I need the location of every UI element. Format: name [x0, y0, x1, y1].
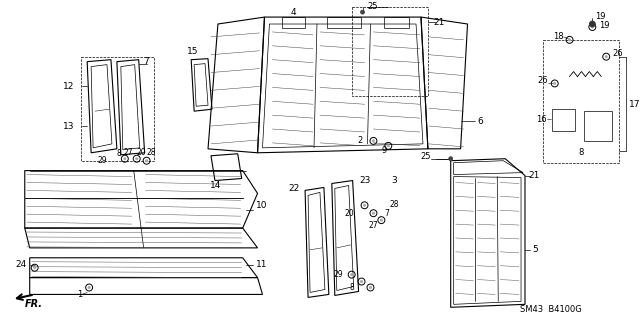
Text: 25: 25 — [367, 2, 378, 11]
Circle shape — [145, 159, 148, 162]
Circle shape — [387, 144, 390, 147]
Circle shape — [360, 280, 363, 283]
Circle shape — [605, 55, 608, 58]
Text: SM43  B4100G: SM43 B4100G — [520, 305, 582, 314]
Text: 3: 3 — [391, 176, 397, 185]
Text: 26: 26 — [537, 76, 548, 85]
Text: 24: 24 — [15, 260, 27, 269]
Circle shape — [449, 157, 452, 161]
Circle shape — [135, 157, 138, 160]
Text: 18: 18 — [553, 33, 564, 41]
Text: 23: 23 — [360, 176, 371, 185]
Circle shape — [33, 266, 36, 269]
Text: 21: 21 — [433, 18, 444, 26]
Circle shape — [88, 286, 91, 289]
Text: 27: 27 — [124, 148, 134, 157]
Text: 27: 27 — [369, 221, 378, 230]
Text: 7: 7 — [143, 57, 149, 66]
Text: 29: 29 — [97, 156, 107, 165]
Text: 15: 15 — [188, 47, 199, 56]
Text: 14: 14 — [211, 181, 221, 190]
Text: 26: 26 — [612, 49, 623, 58]
Circle shape — [568, 38, 571, 41]
Circle shape — [372, 139, 375, 143]
Text: 20: 20 — [137, 148, 147, 157]
Text: 2: 2 — [357, 137, 362, 145]
Circle shape — [591, 26, 594, 28]
Circle shape — [360, 10, 365, 14]
Text: 28: 28 — [147, 148, 156, 157]
Text: 8: 8 — [579, 148, 584, 157]
Text: 5: 5 — [532, 245, 538, 254]
Text: 12: 12 — [63, 82, 74, 91]
Circle shape — [369, 286, 372, 289]
Text: 8: 8 — [116, 149, 121, 158]
Text: 8: 8 — [349, 283, 354, 292]
Circle shape — [553, 82, 556, 85]
Text: 20: 20 — [345, 209, 355, 218]
Circle shape — [380, 219, 383, 222]
Text: 21: 21 — [528, 171, 540, 180]
Text: 19: 19 — [599, 20, 610, 29]
Text: FR.: FR. — [25, 299, 43, 309]
Circle shape — [350, 273, 353, 276]
Text: 7: 7 — [385, 209, 389, 218]
Text: 4: 4 — [291, 8, 296, 17]
Text: 1: 1 — [77, 290, 82, 299]
Text: 10: 10 — [255, 201, 267, 210]
Text: 11: 11 — [255, 260, 267, 269]
Circle shape — [363, 204, 366, 207]
Circle shape — [124, 157, 126, 160]
Text: 16: 16 — [536, 115, 547, 123]
Text: 17: 17 — [629, 100, 640, 109]
Text: 13: 13 — [63, 122, 74, 130]
Circle shape — [372, 211, 375, 215]
Text: 25: 25 — [420, 152, 431, 161]
Text: 29: 29 — [333, 270, 343, 279]
Text: 28: 28 — [389, 200, 399, 209]
Text: 22: 22 — [288, 184, 299, 193]
Text: 9: 9 — [381, 146, 387, 155]
Text: 19: 19 — [595, 11, 606, 21]
Circle shape — [589, 21, 595, 27]
Text: 6: 6 — [477, 116, 483, 126]
